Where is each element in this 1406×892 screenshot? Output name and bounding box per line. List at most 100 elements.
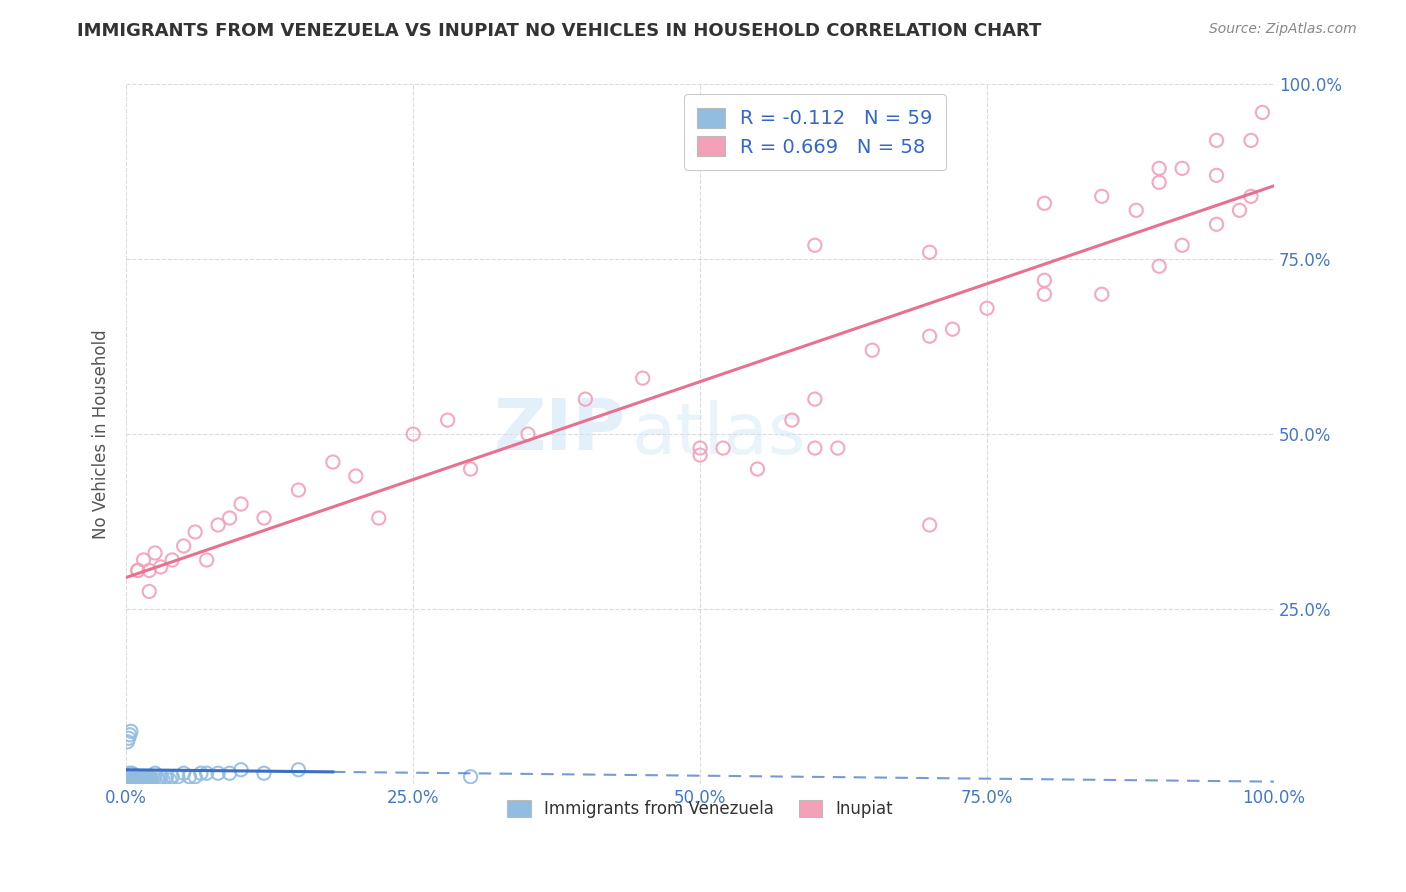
Point [689, 448, 711, 462]
Point [1033, 273, 1056, 287]
Point [149, 560, 172, 574]
Point [517, 427, 540, 442]
Point [207, 766, 229, 780]
Point [128, 773, 150, 788]
Point [117, 773, 139, 788]
Point [1171, 238, 1194, 252]
Point [138, 564, 160, 578]
Point [804, 392, 827, 406]
Point [132, 770, 155, 784]
Point [129, 770, 152, 784]
Point [229, 763, 252, 777]
Point [322, 455, 344, 469]
Point [460, 462, 482, 476]
Point [117, 773, 139, 788]
Point [287, 763, 309, 777]
Point [122, 770, 145, 784]
Point [148, 773, 170, 788]
Point [1147, 259, 1170, 273]
Point [918, 245, 941, 260]
Point [127, 770, 149, 784]
Point [173, 539, 195, 553]
Point [574, 392, 596, 406]
Point [1091, 189, 1114, 203]
Point [118, 766, 141, 780]
Point [149, 770, 172, 784]
Point [138, 770, 160, 784]
Point [1229, 203, 1251, 218]
Point [127, 564, 149, 578]
Point [918, 329, 941, 343]
Point [152, 773, 174, 788]
Point [132, 553, 155, 567]
Point [195, 766, 218, 780]
Point [804, 238, 827, 252]
Point [138, 773, 160, 788]
Point [287, 483, 309, 497]
Point [631, 371, 654, 385]
Point [138, 584, 160, 599]
Point [1125, 203, 1147, 218]
Point [1251, 105, 1274, 120]
Point [711, 441, 734, 455]
Point [195, 553, 218, 567]
Point [120, 773, 142, 788]
Point [118, 728, 141, 742]
Point [942, 322, 965, 336]
Point [143, 546, 166, 560]
Point [118, 773, 141, 788]
Point [207, 518, 229, 533]
Text: atlas: atlas [631, 400, 806, 468]
Point [1205, 169, 1227, 183]
Point [167, 770, 190, 784]
Point [125, 773, 148, 788]
Point [120, 724, 142, 739]
Point [190, 766, 212, 780]
Point [160, 553, 183, 567]
Point [160, 770, 183, 784]
Point [184, 524, 207, 539]
Point [121, 773, 143, 788]
Point [129, 773, 152, 788]
Point [253, 766, 276, 780]
Point [689, 441, 711, 455]
Point [747, 462, 769, 476]
Point [173, 766, 195, 780]
Point [184, 770, 207, 784]
Point [134, 773, 156, 788]
Point [121, 766, 143, 780]
Point [218, 511, 240, 525]
Point [1205, 133, 1227, 147]
Point [229, 497, 252, 511]
Point [124, 773, 146, 788]
Point [117, 735, 139, 749]
Point [131, 773, 153, 788]
Point [120, 770, 142, 784]
Point [117, 731, 139, 746]
Text: ZIP: ZIP [494, 396, 626, 465]
Point [135, 773, 157, 788]
Point [127, 564, 149, 578]
Point [125, 770, 148, 784]
Point [141, 773, 163, 788]
Point [155, 770, 177, 784]
Point [976, 301, 998, 316]
Point [129, 773, 152, 788]
Point [436, 413, 458, 427]
Point [122, 773, 145, 788]
Y-axis label: No Vehicles in Household: No Vehicles in Household [93, 329, 110, 539]
Text: IMMIGRANTS FROM VENEZUELA VS INUPIAT NO VEHICLES IN HOUSEHOLD CORRELATION CHART: IMMIGRANTS FROM VENEZUELA VS INUPIAT NO … [77, 22, 1042, 40]
Point [253, 511, 276, 525]
Point [367, 511, 389, 525]
Point [1171, 161, 1194, 176]
Point [1205, 217, 1227, 231]
Point [827, 441, 849, 455]
Point [179, 770, 201, 784]
Point [136, 773, 159, 788]
Point [918, 518, 941, 533]
Point [124, 770, 146, 784]
Point [1240, 189, 1263, 203]
Point [1033, 196, 1056, 211]
Point [124, 773, 146, 788]
Point [117, 770, 139, 784]
